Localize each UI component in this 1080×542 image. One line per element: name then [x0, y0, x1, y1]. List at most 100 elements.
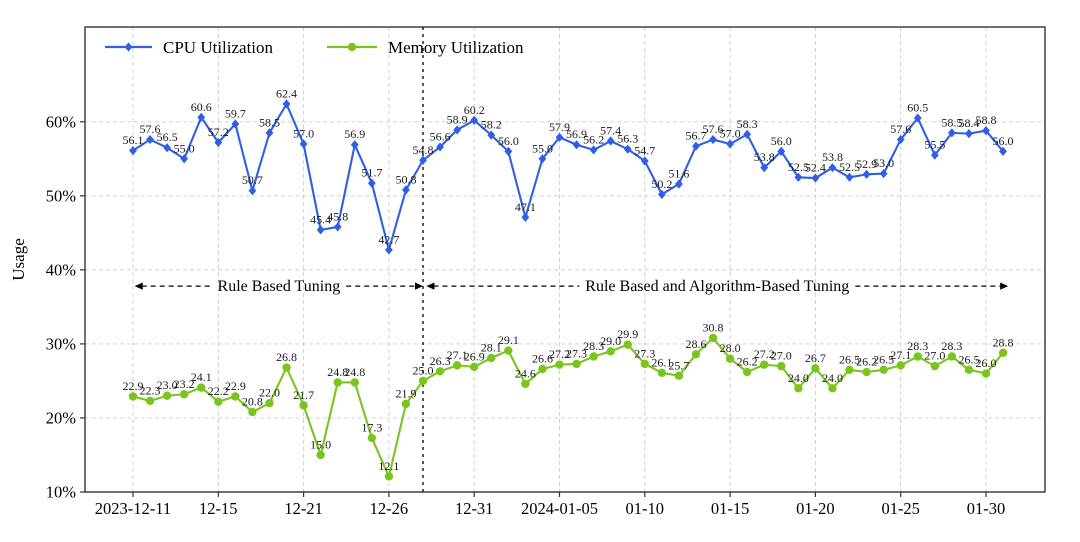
data-point-marker [572, 359, 581, 369]
data-point-marker [691, 350, 701, 359]
data-point-marker [675, 179, 683, 189]
data-point-label: 27.0 [771, 349, 792, 363]
x-axis: 2023-12-11 12-15 12-21 12-26 12-31 2024-01-05… [95, 492, 1005, 518]
y-tick-label: 10% [46, 483, 77, 502]
data-point-marker [299, 401, 308, 410]
data-point-label: 27.3 [566, 346, 587, 360]
data-point-marker [453, 125, 462, 135]
data-point-label: 50.7 [242, 173, 263, 187]
data-point-label: 29.0 [600, 334, 621, 348]
legend-item-memory-utilization: Memory Utilization [327, 38, 524, 57]
data-point-label: 56.7 [685, 129, 706, 143]
data-point-label: 20.8 [242, 395, 263, 409]
data-point-marker [811, 364, 820, 373]
data-point-marker [197, 112, 206, 122]
data-point-marker [128, 392, 138, 401]
data-point-marker [538, 154, 547, 164]
data-point-label: 21.9 [395, 386, 416, 400]
data-point-label: 23.0 [157, 378, 178, 392]
data-point-marker [981, 369, 991, 378]
data-point-marker [998, 348, 1008, 357]
data-point-label: 22.9 [123, 379, 144, 393]
data-point-marker [521, 212, 530, 222]
data-point-marker [435, 367, 445, 376]
data-point-label: 26.2 [856, 355, 877, 369]
y-tick-label: 60% [46, 112, 77, 131]
data-point-label: 57.6 [703, 122, 724, 136]
y-axis-title: Usage [9, 238, 28, 280]
data-point-marker [470, 115, 479, 125]
data-point-label: 12.1 [378, 459, 399, 473]
data-point-marker [470, 362, 479, 372]
data-point-marker [419, 155, 427, 165]
data-point-marker [589, 352, 598, 361]
data-point-marker [760, 360, 769, 369]
data-point-label: 55.0 [174, 141, 195, 155]
data-point-label: 53.0 [873, 156, 894, 170]
legend-label: CPU Utilization [163, 38, 274, 57]
memory-utilization-line [131, 336, 1005, 478]
data-point-label: 22.9 [225, 379, 246, 393]
data-point-marker [606, 347, 615, 356]
data-point-label: 62.4 [276, 87, 297, 101]
data-point-marker [692, 141, 700, 151]
data-point-label: 51.6 [668, 166, 689, 180]
data-point-marker [760, 163, 769, 173]
data-point-label: 24.1 [191, 370, 212, 384]
y-tick-label: 50% [46, 186, 77, 205]
data-point-marker [333, 378, 342, 387]
data-point-marker [777, 361, 786, 371]
data-point-marker [947, 128, 956, 138]
data-point-label: 50.2 [651, 177, 672, 191]
data-point-label: 45.4 [310, 212, 331, 226]
legend: CPU Utilization Memory Utilization [105, 38, 524, 57]
data-point-marker [265, 128, 274, 138]
arrowhead-left-icon [426, 282, 435, 290]
data-point-label: 28.6 [685, 337, 706, 351]
data-point-marker [640, 359, 649, 369]
data-point-label: 56.0 [993, 134, 1014, 148]
x-tick-label: 12-26 [370, 499, 409, 518]
data-point-label: 26.5 [958, 352, 979, 366]
data-point-label: 57.6 [140, 122, 161, 136]
data-point-label: 57.0 [720, 126, 741, 140]
data-point-label: 26.9 [464, 349, 485, 363]
data-point-label: 51.7 [361, 166, 382, 180]
data-point-marker [385, 245, 393, 255]
data-point-marker [282, 99, 291, 109]
data-point-label: 52.4 [805, 161, 826, 175]
data-point-label: 28.3 [941, 339, 962, 353]
data-point-marker [930, 150, 939, 160]
data-point-marker [180, 154, 189, 164]
data-point-label: 52.9 [856, 157, 877, 171]
data-point-label: 24.0 [822, 371, 843, 385]
y-tick-label: 40% [46, 260, 77, 279]
data-point-label: 29.1 [498, 333, 519, 347]
data-point-marker [794, 384, 803, 393]
data-point-marker [401, 399, 411, 409]
data-point-marker [964, 365, 974, 375]
data-point-label: 22.2 [208, 384, 229, 398]
data-point-label: 53.8 [754, 150, 775, 164]
data-point-label: 56.2 [583, 132, 604, 146]
memory-utilization-series: 22.922.323.023.224.122.222.920.822.026.8… [123, 320, 1014, 481]
data-point-marker [982, 126, 990, 136]
data-point-marker [197, 383, 206, 392]
data-point-label: 27.1 [890, 348, 911, 362]
data-point-marker [726, 139, 734, 149]
data-point-label: 27.0 [924, 349, 945, 363]
x-tick-label: 01-25 [881, 499, 920, 518]
data-point-label: 26.5 [873, 352, 894, 366]
data-point-marker [606, 136, 615, 146]
data-point-marker [828, 163, 837, 173]
data-point-marker [350, 378, 359, 387]
data-point-label: 55.5 [924, 138, 945, 152]
data-point-label: 17.3 [361, 420, 382, 434]
data-point-marker [965, 129, 973, 139]
data-point-marker [504, 346, 513, 355]
data-point-label: 56.5 [157, 130, 178, 144]
x-tick-label: 01-30 [967, 499, 1006, 518]
plot-border [84, 26, 1046, 493]
